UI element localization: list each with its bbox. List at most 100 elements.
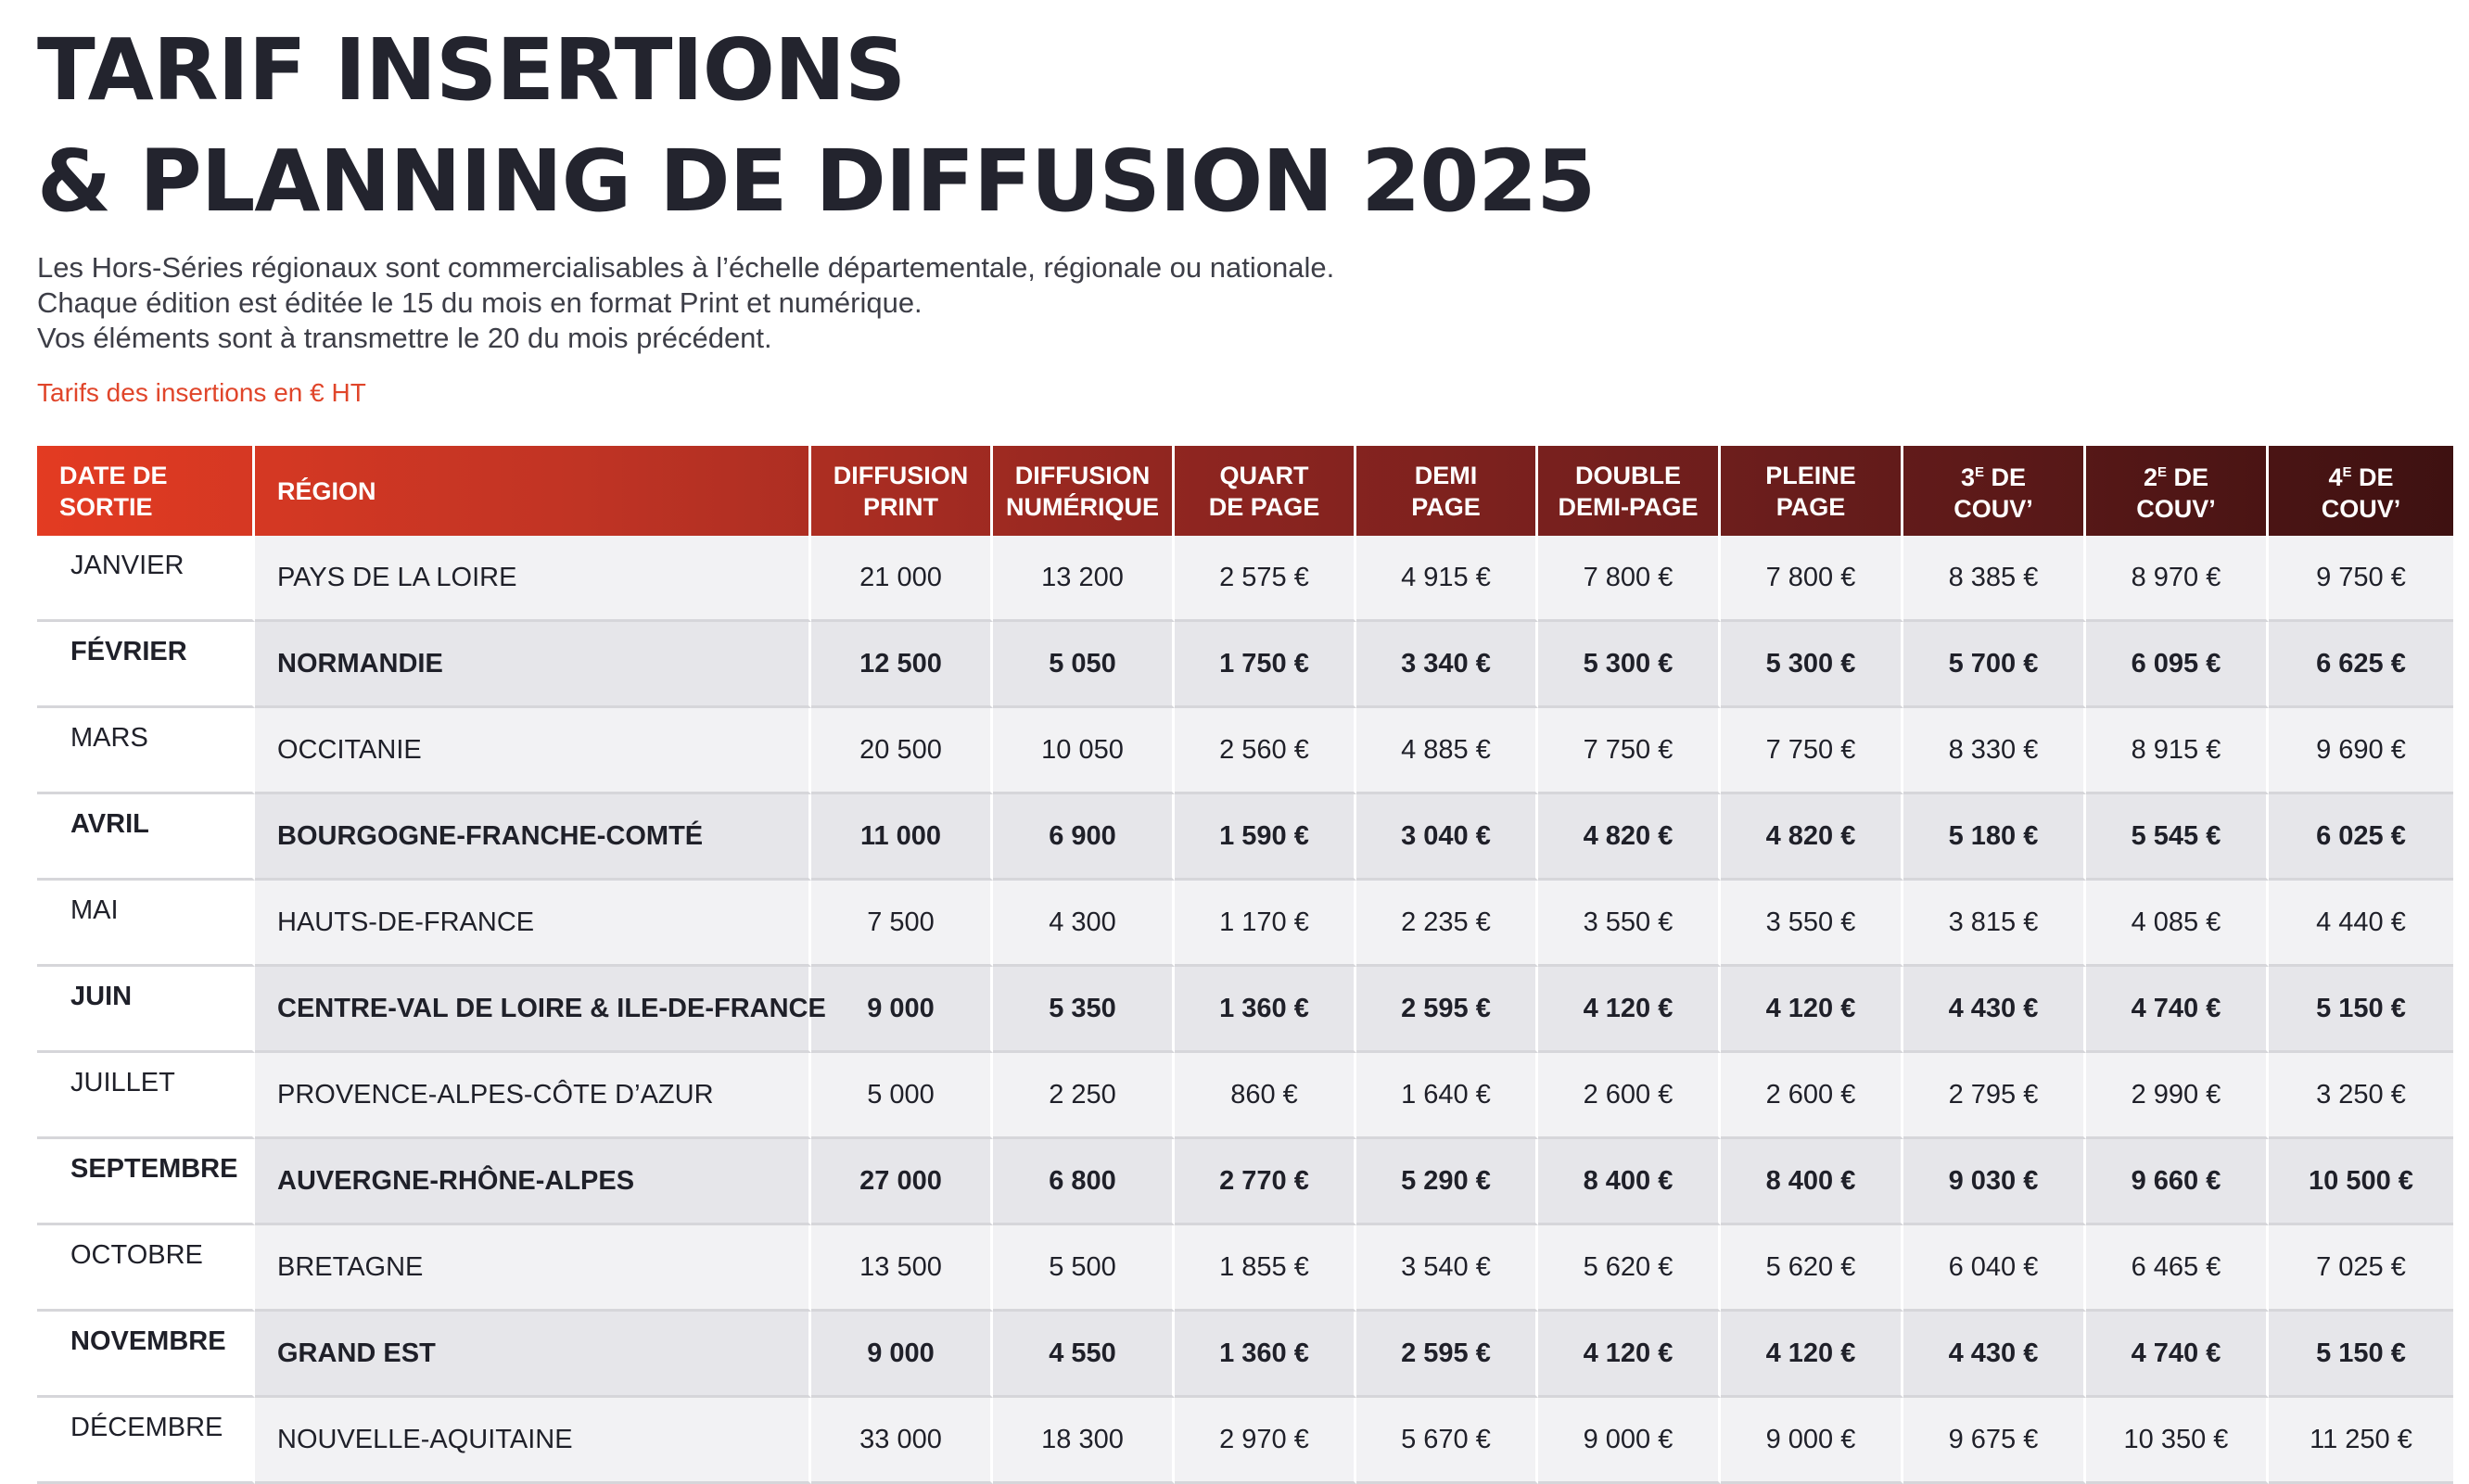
header-2e-couv-line-2: COUV’ [2136, 495, 2216, 523]
cell-region: NOUVELLE-AQUITAINE [255, 1398, 811, 1484]
header-pleine-page: PLEINE PAGE [1721, 446, 1903, 536]
header-4e-couv-num: 4 [2328, 463, 2343, 491]
cell-double-demi-page: 9 000 € [1538, 1398, 1721, 1484]
cell-4e-couv: 10 500 € [2269, 1139, 2453, 1225]
header-2e-couv: 2E DE COUV’ [2086, 446, 2269, 536]
cell-double-demi-page: 5 300 € [1538, 622, 1721, 708]
header-2e-couv-rest: DE [2167, 463, 2209, 491]
cell-diffusion-numerique: 6 800 [993, 1139, 1175, 1225]
cell-3e-couv: 8 330 € [1903, 708, 2086, 794]
cell-2e-couv: 8 915 € [2086, 708, 2269, 794]
cell-4e-couv: 9 690 € [2269, 708, 2453, 794]
cell-diffusion-numerique: 5 350 [993, 967, 1175, 1053]
cell-month: OCTOBRE [37, 1225, 255, 1312]
cell-2e-couv: 4 085 € [2086, 881, 2269, 967]
cell-region: GRAND EST [255, 1312, 811, 1398]
title-line-2: & PLANNING DE DIFFUSION 2025 [37, 132, 1596, 231]
cell-4e-couv: 7 025 € [2269, 1225, 2453, 1312]
cell-double-demi-page: 7 750 € [1538, 708, 1721, 794]
cell-region: BRETAGNE [255, 1225, 811, 1312]
cell-month: JUIN [37, 967, 255, 1053]
header-date-line-1: DATE DE [59, 461, 168, 489]
cell-3e-couv: 4 430 € [1903, 1312, 2086, 1398]
cell-region: NORMANDIE [255, 622, 811, 708]
table-row: OCTOBRE BRETAGNE 13 500 5 500 1 855 €3 540 €… [37, 1225, 2453, 1312]
cell-3e-couv: 9 030 € [1903, 1139, 2086, 1225]
cell-month: MARS [37, 708, 255, 794]
cell-3e-couv: 5 180 € [1903, 794, 2086, 881]
header-3e-couv-rest: DE [1984, 463, 2027, 491]
header-3e-couv-sup: E [1975, 464, 1985, 480]
cell-demi-page: 2 595 € [1356, 1312, 1538, 1398]
cell-2e-couv: 8 970 € [2086, 536, 2269, 622]
cell-quart-page: 1 750 € [1175, 622, 1356, 708]
table-body: JANVIER PAYS DE LA LOIRE 21 000 13 200 2 575… [37, 536, 2453, 1484]
header-4e-couv-sup: E [2342, 464, 2352, 480]
cell-2e-couv: 9 660 € [2086, 1139, 2269, 1225]
cell-quart-page: 1 170 € [1175, 881, 1356, 967]
header-3e-couv-line-2: COUV’ [1954, 495, 2033, 523]
cell-quart-page: 1 590 € [1175, 794, 1356, 881]
page-title: TARIF INSERTIONS & PLANNING DE DIFFUSION… [37, 15, 1596, 237]
cell-diffusion-print: 13 500 [811, 1225, 993, 1312]
cell-pleine-page: 8 400 € [1721, 1139, 1903, 1225]
cell-3e-couv: 4 430 € [1903, 967, 2086, 1053]
table-row: MAI HAUTS-DE-FRANCE 7 500 4 300 1 170 €2 235… [37, 881, 2453, 967]
cell-quart-page: 2 560 € [1175, 708, 1356, 794]
cell-diffusion-numerique: 13 200 [993, 536, 1175, 622]
cell-pleine-page: 3 550 € [1721, 881, 1903, 967]
title-line-1: TARIF INSERTIONS [37, 20, 906, 120]
intro-line-2: Chaque édition est éditée le 15 du mois … [37, 286, 923, 319]
cell-region: HAUTS-DE-FRANCE [255, 881, 811, 967]
cell-region: PROVENCE-ALPES-CÔTE D’AZUR [255, 1053, 811, 1139]
cell-diffusion-numerique: 18 300 [993, 1398, 1175, 1484]
cell-double-demi-page: 4 120 € [1538, 967, 1721, 1053]
table-row: SEPTEMBRE AUVERGNE-RHÔNE-ALPES 27 000 6 800… [37, 1139, 2453, 1225]
cell-3e-couv: 3 815 € [1903, 881, 2086, 967]
cell-demi-page: 2 235 € [1356, 881, 1538, 967]
header-diffusion-numerique-line-2: NUMÉRIQUE [1005, 492, 1159, 521]
cell-month: DÉCEMBRE [37, 1398, 255, 1484]
cell-demi-page: 5 670 € [1356, 1398, 1538, 1484]
header-pleine-page-line-2: PAGE [1775, 492, 1846, 521]
cell-pleine-page: 4 120 € [1721, 1312, 1903, 1398]
table-row: DÉCEMBRE NOUVELLE-AQUITAINE 33 000 18 300 2 … [37, 1398, 2453, 1484]
table-row: NOVEMBRE GRAND EST 9 000 4 550 1 360 €2 595 … [37, 1312, 2453, 1398]
cell-double-demi-page: 3 550 € [1538, 881, 1721, 967]
pricing-note: Tarifs des insertions en € HT [37, 378, 366, 407]
cell-demi-page: 3 040 € [1356, 794, 1538, 881]
header-4e-couv-rest: DE [2351, 463, 2394, 491]
table-header: DATE DE SORTIE RÉGION DIFFUSION PRINT DI… [37, 446, 2453, 536]
header-region: RÉGION [255, 446, 811, 536]
cell-diffusion-print: 21 000 [811, 536, 993, 622]
header-3e-couv-num: 3 [1960, 463, 1975, 491]
header-4e-couv-line-2: COUV’ [2321, 495, 2401, 523]
cell-4e-couv: 6 625 € [2269, 622, 2453, 708]
header-diffusion-numerique: DIFFUSION NUMÉRIQUE [993, 446, 1175, 536]
cell-3e-couv: 2 795 € [1903, 1053, 2086, 1139]
cell-diffusion-numerique: 4 550 [993, 1312, 1175, 1398]
cell-2e-couv: 10 350 € [2086, 1398, 2269, 1484]
header-demi-page: DEMI PAGE [1356, 446, 1538, 536]
pricing-table: DATE DE SORTIE RÉGION DIFFUSION PRINT DI… [37, 446, 2453, 1484]
cell-pleine-page: 9 000 € [1721, 1398, 1903, 1484]
cell-double-demi-page: 4 120 € [1538, 1312, 1721, 1398]
header-double-demi-page-line-2: DEMI-PAGE [1558, 492, 1699, 521]
cell-diffusion-print: 12 500 [811, 622, 993, 708]
cell-pleine-page: 5 300 € [1721, 622, 1903, 708]
cell-region: PAYS DE LA LOIRE [255, 536, 811, 622]
cell-diffusion-numerique: 10 050 [993, 708, 1175, 794]
cell-diffusion-print: 5 000 [811, 1053, 993, 1139]
cell-pleine-page: 5 620 € [1721, 1225, 1903, 1312]
cell-2e-couv: 5 545 € [2086, 794, 2269, 881]
cell-diffusion-numerique: 4 300 [993, 881, 1175, 967]
cell-diffusion-numerique: 2 250 [993, 1053, 1175, 1139]
cell-month: FÉVRIER [37, 622, 255, 708]
cell-demi-page: 4 885 € [1356, 708, 1538, 794]
header-3e-couv: 3E DE COUV’ [1903, 446, 2086, 536]
cell-diffusion-numerique: 6 900 [993, 794, 1175, 881]
cell-double-demi-page: 8 400 € [1538, 1139, 1721, 1225]
header-4e-couv: 4E DE COUV’ [2269, 446, 2453, 536]
cell-2e-couv: 4 740 € [2086, 1312, 2269, 1398]
header-double-demi-page-line-1: DOUBLE [1575, 461, 1681, 489]
